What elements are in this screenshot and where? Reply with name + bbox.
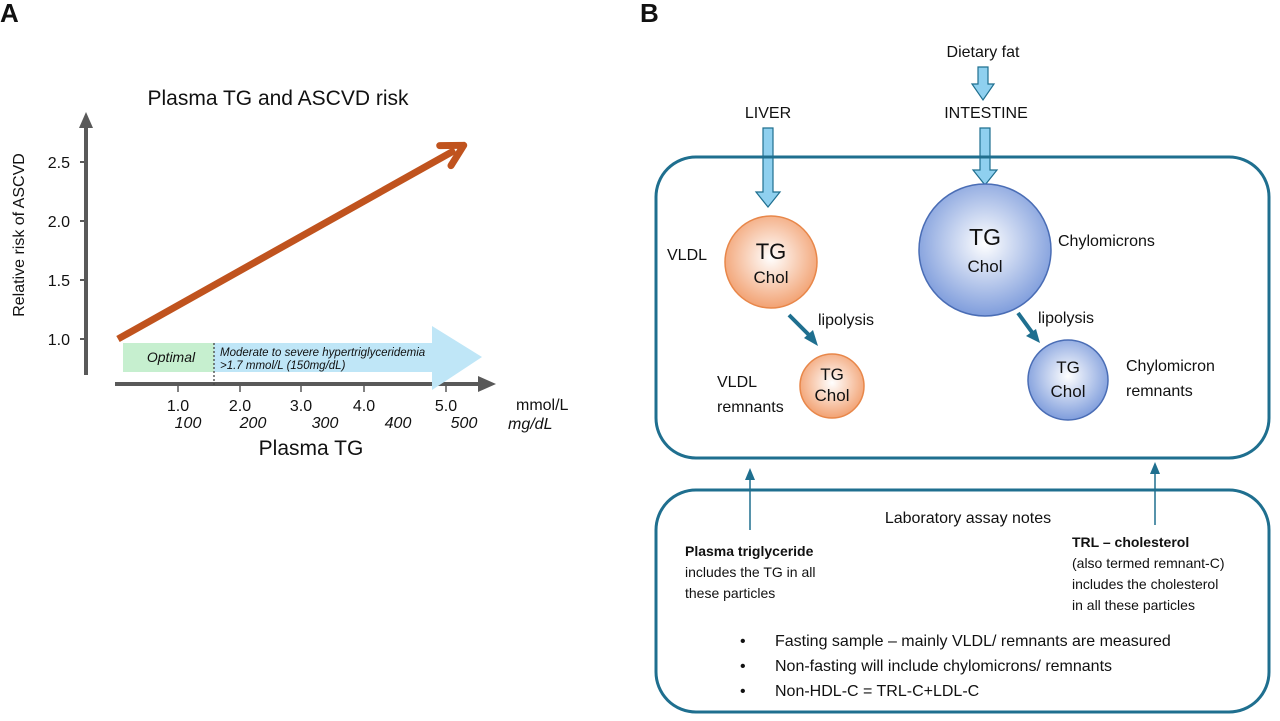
plasma-tg-line: includes the TG in all xyxy=(685,564,815,580)
vldl-chol: Chol xyxy=(754,268,789,287)
y-tick-label: 1.5 xyxy=(48,273,70,290)
chylo-remnants-label-2: remnants xyxy=(1126,383,1193,400)
vldl-lipolysis-arrow xyxy=(787,313,814,340)
risk-line xyxy=(116,147,457,343)
x-tick-label-mmol: 1.0 xyxy=(167,398,189,415)
unit-mmol: mmol/L xyxy=(516,397,569,414)
vldl-particle xyxy=(724,215,818,309)
trl-line: (also termed remnant-C) xyxy=(1072,555,1225,571)
hyper-label-1: Moderate to severe hypertriglyceridemia xyxy=(220,347,425,359)
trl-arrowhead xyxy=(1150,462,1160,474)
x-tick-label-mgdl: 400 xyxy=(385,415,412,432)
bullet-dot: • xyxy=(740,633,746,650)
chylo-lipolysis-arrow xyxy=(1016,311,1036,337)
y-tick-label: 2.0 xyxy=(48,214,70,231)
x-tick-label-mmol: 2.0 xyxy=(229,398,251,415)
dietary-fat-label: Dietary fat xyxy=(947,44,1020,61)
plasma-tg-line: these particles xyxy=(685,585,775,601)
panel-b: B Dietary fat LIVER INTESTINE TG Chol VL… xyxy=(640,0,1271,714)
trl-title: TRL – cholesterol xyxy=(1072,534,1189,550)
chylo-remnant-tg: TG xyxy=(1056,358,1080,377)
chylo-remnant-particle xyxy=(1027,339,1109,421)
optimal-band xyxy=(123,343,214,372)
hypertriglyceridemia-arrow xyxy=(214,326,482,390)
x-tick-label-mgdl: 300 xyxy=(312,415,339,432)
liver-label: LIVER xyxy=(745,105,791,122)
x-tick-label-mgdl: 100 xyxy=(175,415,202,432)
trl-line: in all these particles xyxy=(1072,597,1195,613)
intestine-label: INTESTINE xyxy=(944,105,1028,122)
vldl-lipolysis-label: lipolysis xyxy=(818,312,874,329)
bullet-item: Non-HDL-C = TRL-C+LDL-C xyxy=(775,683,979,700)
vldl-label: VLDL xyxy=(667,247,707,264)
y-tick-label: 1.0 xyxy=(48,332,70,349)
x-tick-label-mmol: 4.0 xyxy=(353,398,375,415)
x-axis-label: Plasma TG xyxy=(259,437,364,460)
chylomicron-chol: Chol xyxy=(968,257,1003,276)
panel-a-letter: A xyxy=(0,0,19,28)
risk-arrowhead xyxy=(436,141,468,170)
vldl-remnant-chol: Chol xyxy=(815,386,850,405)
chylo-lipolysis-arrowhead xyxy=(1026,329,1040,343)
chylomicrons-label: Chylomicrons xyxy=(1058,233,1155,250)
vldl-remnants-label-1: VLDL xyxy=(717,374,757,391)
chylomicron-particle xyxy=(918,183,1052,317)
panel-b-letter: B xyxy=(640,0,659,28)
unit-mgdl: mg/dL xyxy=(508,416,552,433)
panel-a: A Plasma TG and ASCVD risk Relative risk… xyxy=(0,0,569,460)
vldl-lipolysis-arrowhead xyxy=(804,330,818,346)
y-axis-arrowhead xyxy=(79,112,93,128)
bullet-list: • Fasting sample – mainly VLDL/ remnants… xyxy=(740,633,1171,700)
vldl-remnants-label-2: remnants xyxy=(717,399,784,416)
chylo-remnant-chol: Chol xyxy=(1051,382,1086,401)
hyper-label-2: >1.7 mmol/L (150mg/dL) xyxy=(220,360,346,372)
dietary-fat-arrow xyxy=(970,66,996,102)
vldl-remnant-tg: TG xyxy=(820,365,844,384)
x-tick-label-mgdl: 500 xyxy=(451,415,478,432)
bullet-item: Non-fasting will include chylomicrons/ r… xyxy=(775,658,1112,675)
trl-line: includes the cholesterol xyxy=(1072,576,1218,592)
notes-box xyxy=(654,488,1271,714)
chylo-remnants-label-1: Chylomicron xyxy=(1126,358,1215,375)
vldl-remnant-particle xyxy=(799,353,865,419)
plasma-tg-title: Plasma triglyceride xyxy=(685,543,814,559)
x-tick-label-mmol: 5.0 xyxy=(435,398,457,415)
particles-box xyxy=(654,155,1271,460)
optimal-label: Optimal xyxy=(147,349,196,365)
x-tick-label-mmol: 3.0 xyxy=(290,398,312,415)
bullet-item: Fasting sample – mainly VLDL/ remnants a… xyxy=(775,633,1171,650)
y-tick-label: 2.5 xyxy=(48,155,70,172)
x-tick-label-mgdl: 200 xyxy=(239,415,267,432)
liver-arrow xyxy=(754,127,782,208)
plasma-tg-arrowhead xyxy=(745,468,755,480)
y-axis-label: Relative risk of ASCVD xyxy=(11,153,28,317)
notes-title: Laboratory assay notes xyxy=(885,510,1051,527)
y-ticks: 2.5 2.0 1.5 1.0 xyxy=(48,155,86,349)
bullet-dot: • xyxy=(740,658,746,675)
bullet-dot: • xyxy=(740,683,746,700)
vldl-tg: TG xyxy=(756,239,787,264)
x-axis-arrowhead xyxy=(478,376,496,392)
chylo-lipolysis-label: lipolysis xyxy=(1038,310,1094,327)
chylomicron-tg: TG xyxy=(969,224,1001,250)
risk-series xyxy=(116,141,468,343)
chart-title: Plasma TG and ASCVD risk xyxy=(147,87,409,110)
